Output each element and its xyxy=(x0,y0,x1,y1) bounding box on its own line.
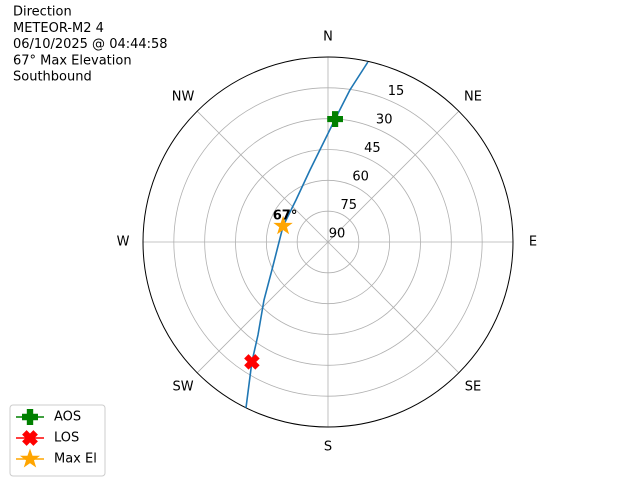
legend-label: LOS xyxy=(54,431,79,446)
r-tick-label: 45 xyxy=(364,141,381,156)
marker xyxy=(327,111,343,127)
r-tick-label: 15 xyxy=(388,84,405,99)
theta-tick-label: W xyxy=(117,235,130,250)
legend-label: AOS xyxy=(54,410,81,425)
theta-tick-label: S xyxy=(324,440,332,455)
legend: AOS LOS Max El xyxy=(9,404,106,477)
marker xyxy=(244,354,260,370)
theta-tick-label: E xyxy=(529,235,537,250)
legend-marker xyxy=(22,430,38,446)
r-tick-label: 60 xyxy=(352,170,369,185)
theta-tick-label: NE xyxy=(464,90,482,105)
title-line: METEOR-M2 4 xyxy=(13,21,104,36)
title-line: 06/10/2025 @ 04:44:58 xyxy=(13,37,168,52)
annotation: 67° xyxy=(273,209,298,224)
grid-spoke xyxy=(327,241,460,374)
legend-label: Max El xyxy=(54,452,97,467)
legend-marker xyxy=(19,448,41,468)
r-tick-label: 90 xyxy=(329,227,346,242)
title-line: 67° Max Elevation xyxy=(13,53,132,68)
r-tick-label: 30 xyxy=(376,113,393,128)
r-tick-label: 75 xyxy=(341,198,358,213)
grid-spoke xyxy=(196,110,329,243)
title-line: Southbound xyxy=(13,70,92,85)
theta-tick-label: SW xyxy=(172,379,193,394)
marker xyxy=(273,215,293,235)
title-line: Direction xyxy=(13,5,72,20)
theta-tick-label: NW xyxy=(172,90,195,105)
legend-marker xyxy=(22,409,38,425)
grid-spoke xyxy=(327,110,460,243)
polar-frame xyxy=(142,56,514,428)
theta-tick-label: N xyxy=(323,30,333,45)
theta-tick-label: SE xyxy=(465,379,481,394)
